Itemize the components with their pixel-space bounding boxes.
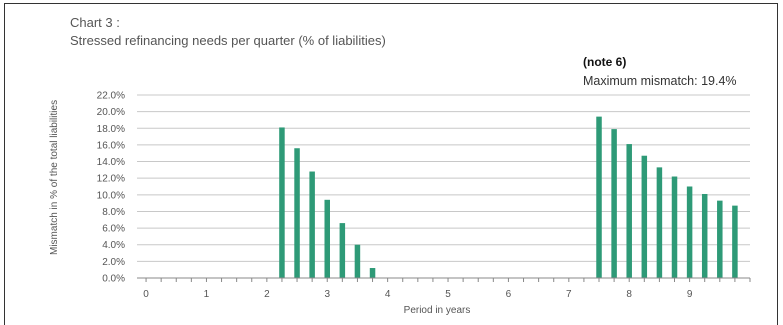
chart-note: (note 6) — [583, 55, 627, 69]
x-axis-label: Period in years — [403, 305, 471, 316]
bar — [611, 129, 617, 278]
bar — [732, 205, 738, 278]
x-tick-label: 8 — [626, 289, 632, 300]
y-tick-label: 4.0% — [102, 240, 125, 251]
bar — [686, 186, 693, 278]
bars — [279, 116, 738, 278]
x-tick-label: 2 — [264, 289, 270, 300]
chart-title-line-2: Stressed refinancing needs per quarter (… — [70, 33, 386, 48]
gridlines — [137, 94, 750, 262]
y-tick-label: 20.0% — [97, 107, 125, 118]
x-tick-label: 9 — [687, 289, 693, 300]
y-tick-label: 16.0% — [97, 140, 125, 151]
x-tick-label: 6 — [506, 289, 512, 300]
x-tick-label: 1 — [204, 289, 210, 300]
bar — [279, 127, 285, 278]
axes: 0.0% 2.0% 4.0% 6.0% 8.0% 10.0% 12.0% 14.0% 16.0%… — [97, 91, 751, 300]
bar — [596, 116, 602, 278]
y-tick-label: 6.0% — [102, 224, 125, 235]
y-tick-label: 2.0% — [102, 257, 125, 268]
bar — [354, 244, 361, 278]
y-tick-label: 8.0% — [102, 207, 125, 218]
x-tick-label: 3 — [324, 289, 330, 300]
x-tick-label: 7 — [566, 289, 572, 300]
y-tick-label: 14.0% — [97, 157, 125, 168]
y-tick-label: 22.0% — [97, 91, 125, 102]
bar — [339, 223, 346, 278]
y-tick-label: 0.0% — [102, 274, 125, 285]
bar — [324, 199, 330, 278]
x-tick-label: 0 — [143, 289, 149, 300]
bar — [671, 176, 678, 278]
bar — [717, 200, 723, 278]
x-tick-label: 4 — [385, 289, 391, 300]
bar — [701, 193, 708, 278]
bar — [294, 148, 300, 278]
chart-frame — [4, 3, 778, 325]
bar — [309, 171, 315, 278]
y-tick-label: 12.0% — [97, 174, 125, 185]
chart-title-line-1: Chart 3 : — [70, 15, 120, 30]
bar — [641, 155, 648, 278]
bar — [656, 167, 663, 278]
x-tick-label: 5 — [445, 289, 451, 300]
y-tick-label: 10.0% — [97, 190, 125, 201]
bar — [626, 144, 632, 278]
y-tick-label: 18.0% — [97, 124, 125, 135]
bar — [369, 268, 376, 278]
max-mismatch-annotation: Maximum mismatch: 19.4% — [583, 74, 737, 88]
